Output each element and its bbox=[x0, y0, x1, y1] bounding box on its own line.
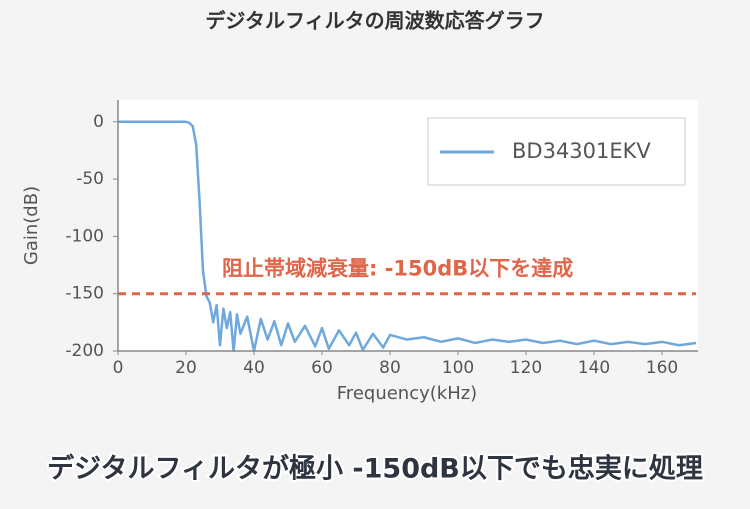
x-tick-label: 20 bbox=[175, 358, 197, 378]
x-tick-label: 80 bbox=[379, 358, 401, 378]
x-tick-label: 60 bbox=[311, 358, 333, 378]
x-tick-label: 160 bbox=[646, 358, 678, 378]
data-line bbox=[118, 120, 697, 353]
chart-title: デジタルフィルタの周波数応答グラフ bbox=[205, 9, 544, 33]
caption: デジタルフィルタが極小 -150dB以下でも忠実に処理 bbox=[47, 453, 703, 485]
x-tick-label: 0 bbox=[113, 358, 124, 378]
y-tick-label: -100 bbox=[65, 226, 104, 246]
x-axis-label: Frequency(kHz) bbox=[337, 383, 477, 404]
legend-label: BD34301EKV bbox=[512, 139, 651, 163]
y-tick-label: -50 bbox=[76, 169, 104, 189]
x-tick-label: 120 bbox=[510, 358, 542, 378]
y-tick-label: 0 bbox=[93, 112, 104, 132]
y-tick-label: -150 bbox=[65, 284, 104, 304]
y-axis-label: Gain(dB) bbox=[21, 186, 42, 265]
y-tick-label: -200 bbox=[65, 341, 104, 361]
x-tick-label: 140 bbox=[578, 358, 610, 378]
x-tick-label: 100 bbox=[442, 358, 474, 378]
x-tick-label: 40 bbox=[243, 358, 265, 378]
reference-label: 阻止帯域減衰量: -150dB以下を達成 bbox=[222, 257, 573, 281]
